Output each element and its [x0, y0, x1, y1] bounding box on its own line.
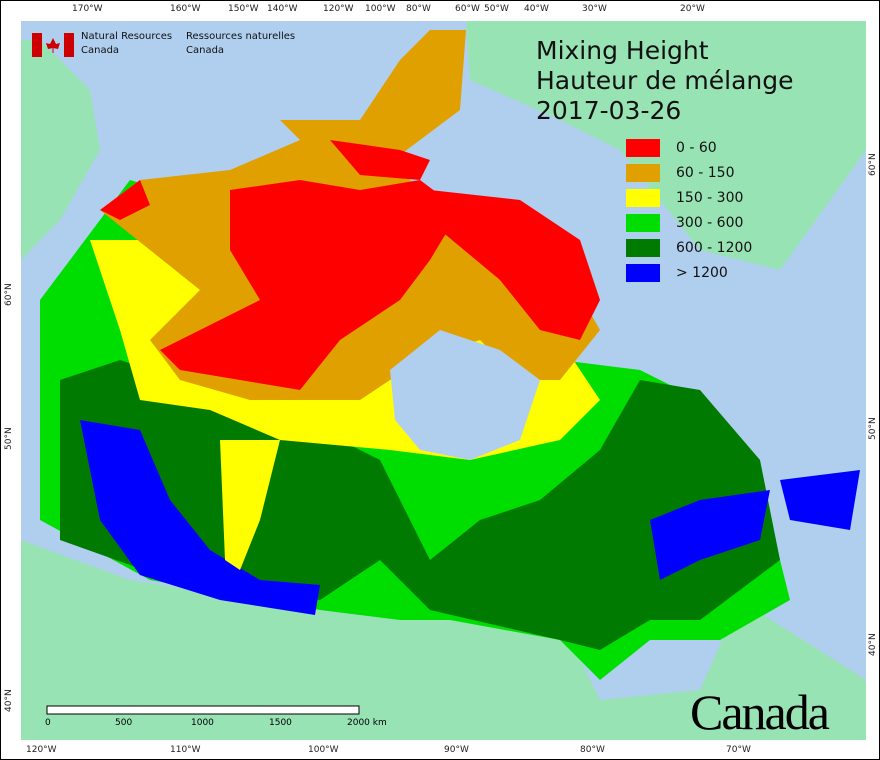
- region-yellow-south: [220, 440, 280, 570]
- top-tick: 20°W: [680, 4, 705, 14]
- bottom-tick: 100°W: [308, 745, 339, 755]
- top-tick: 40°W: [524, 4, 549, 14]
- map-title: Mixing Height Hauteur de mélange 2017-03…: [536, 36, 794, 126]
- region-blue-nl: [780, 470, 860, 530]
- bottom-tick: 110°W: [170, 745, 201, 755]
- canada-flag-icon: [32, 33, 74, 57]
- top-tick: 170°W: [72, 4, 103, 14]
- legend-item: 0 - 60: [626, 135, 752, 160]
- legend-swatch: [626, 188, 660, 207]
- land-north-america: [21, 40, 100, 260]
- left-tick: 50°N: [4, 427, 14, 450]
- top-tick: 140°W: [267, 4, 298, 14]
- bottom-tick: 120°W: [26, 745, 57, 755]
- legend-item: 60 - 150: [626, 160, 752, 185]
- land-greenland: [466, 21, 866, 270]
- agency-en-line2: Canada: [81, 45, 120, 56]
- top-tick: 50°W: [484, 4, 509, 14]
- legend-label: 0 - 60: [676, 139, 717, 156]
- legend-label: 300 - 600: [676, 214, 744, 231]
- top-tick: 120°W: [323, 4, 354, 14]
- title-english: Mixing Height: [536, 36, 709, 65]
- canada-wordmark: Canada: [690, 684, 830, 740]
- land-usa: [21, 540, 866, 740]
- scale-label: 1000: [191, 718, 214, 728]
- legend-swatch: [626, 138, 660, 157]
- top-tick: 160°W: [170, 4, 201, 14]
- left-tick: 60°N: [4, 283, 14, 306]
- region-red: [160, 180, 460, 390]
- legend-label: 150 - 300: [676, 189, 744, 206]
- legend-swatch: [626, 238, 660, 257]
- right-tick: 50°N: [868, 417, 878, 440]
- region-red-yukon: [100, 180, 150, 220]
- top-tick: 100°W: [365, 4, 396, 14]
- bottom-tick: 70°W: [726, 745, 751, 755]
- top-tick: 30°W: [582, 4, 607, 14]
- agency-fr-line1: Ressources naturelles: [186, 31, 296, 42]
- legend-swatch: [626, 213, 660, 232]
- top-tick: 60°W: [455, 4, 480, 14]
- region-orange-arctic: [280, 30, 466, 170]
- legend-item: 150 - 300: [626, 185, 752, 210]
- top-tick: 80°W: [406, 4, 431, 14]
- title-french: Hauteur de mélange: [536, 66, 794, 95]
- legend-swatch: [626, 263, 660, 282]
- legend: 0 - 60 60 - 150 150 - 300 300 - 600 600 …: [626, 135, 752, 285]
- legend-item: > 1200: [626, 260, 752, 285]
- right-tick: 60°N: [868, 153, 878, 176]
- top-tick: 150°W: [228, 4, 259, 14]
- legend-label: 600 - 1200: [676, 239, 753, 256]
- legend-item: 600 - 1200: [626, 235, 752, 260]
- agency-fr-line2: Canada: [186, 45, 225, 56]
- bottom-tick: 80°W: [580, 745, 605, 755]
- title-date: 2017-03-26: [536, 96, 682, 125]
- legend-swatch: [626, 163, 660, 182]
- scale-label: 500: [115, 718, 133, 728]
- right-tick: 40°N: [868, 633, 878, 656]
- scale-label: 0: [45, 718, 51, 728]
- agency-en-line1: Natural Resources: [81, 31, 173, 42]
- scale-label: 2000 km: [347, 718, 387, 728]
- region-red-baffin: [430, 190, 600, 340]
- hudson-bay: [390, 330, 540, 460]
- region-blue-west: [80, 420, 320, 615]
- region-red-arctic: [330, 140, 430, 180]
- bottom-tick: 90°W: [444, 745, 469, 755]
- legend-label: 60 - 150: [676, 164, 735, 181]
- legend-label: > 1200: [676, 264, 728, 281]
- left-tick: 40°N: [4, 689, 14, 712]
- region-blue-east: [650, 490, 770, 580]
- scale-label: 1500: [269, 718, 292, 728]
- legend-item: 300 - 600: [626, 210, 752, 235]
- scale-bar-outline: [46, 705, 360, 715]
